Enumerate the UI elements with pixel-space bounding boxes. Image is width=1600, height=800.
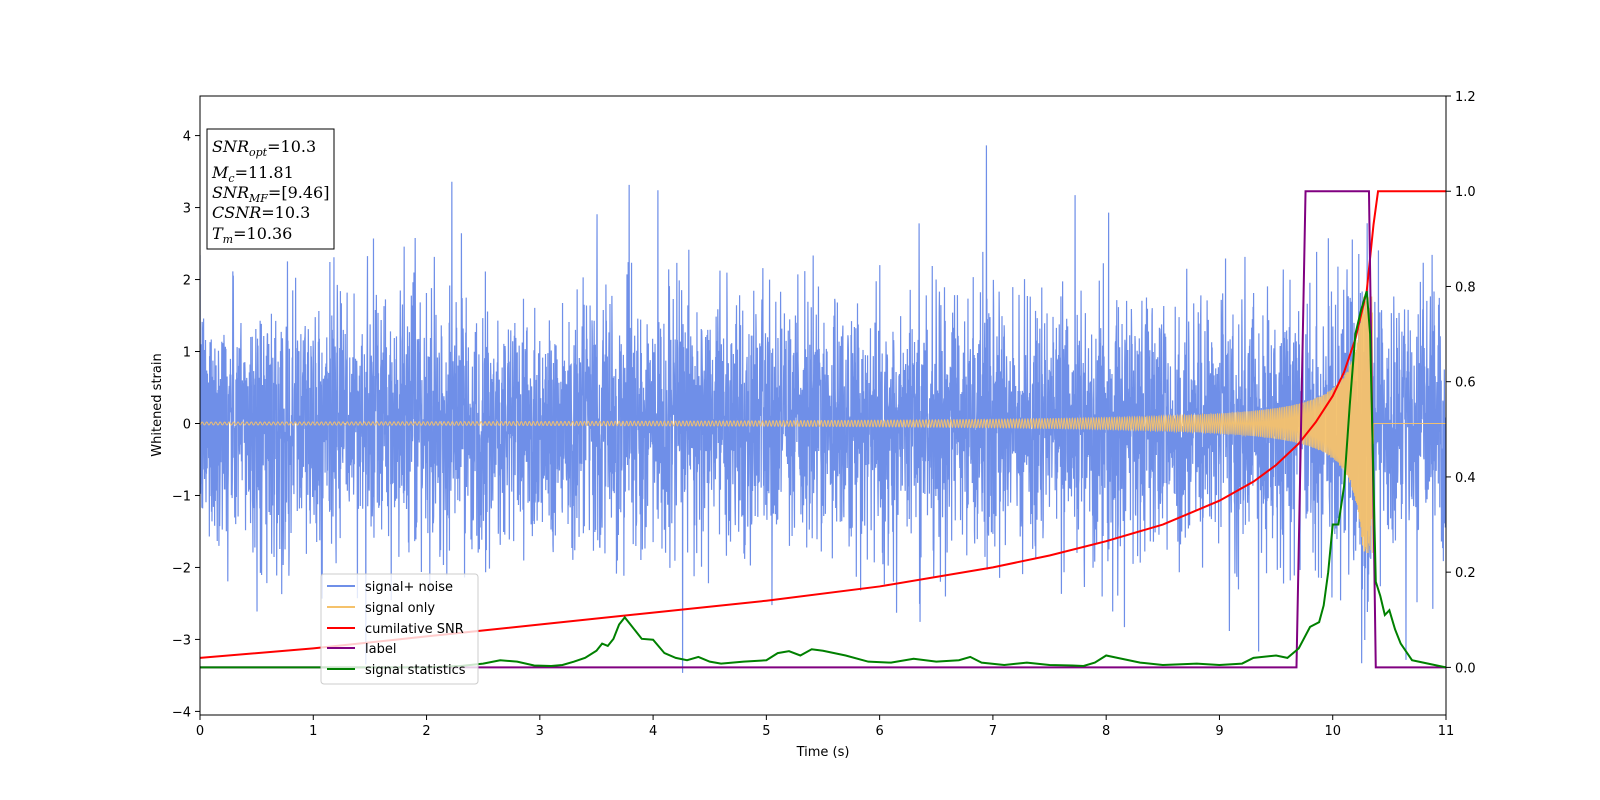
info-tm-value: 10.36 bbox=[247, 224, 293, 243]
info-csnr: CSNR=10.3 bbox=[212, 203, 310, 222]
x-tick-label: 8 bbox=[1102, 724, 1110, 739]
y2-tick-label: 1.2 bbox=[1455, 90, 1476, 105]
y-tick-label: 4 bbox=[183, 130, 191, 145]
info-box-frame bbox=[206, 128, 335, 250]
info-mc-value: 11.81 bbox=[248, 163, 294, 182]
x-axis-label: Time (s) bbox=[796, 745, 850, 760]
series-cumulative-snr bbox=[200, 190, 1446, 659]
y2-tick-label: 0.6 bbox=[1455, 376, 1476, 391]
info-box: SNRopt=10.3 Mc=11.81 SNRMF=[9.46] CSNR=1… bbox=[206, 128, 335, 250]
legend-label-cumulative-snr: cumilative SNR bbox=[365, 622, 464, 637]
info-snr-opt-value: 10.3 bbox=[281, 137, 317, 156]
y-tick-label: −4 bbox=[172, 705, 191, 720]
series-signal-only bbox=[200, 293, 1446, 554]
y-tick-label: −2 bbox=[172, 561, 191, 576]
x-tick-label: 2 bbox=[422, 724, 430, 739]
info-mc: Mc=11.81 bbox=[211, 163, 294, 185]
y-tick-label: 0 bbox=[183, 417, 191, 432]
y-axis-right: 0.0 0.2 0.4 0.6 0.8 1.0 1.2 bbox=[1446, 90, 1476, 676]
x-tick-label: 9 bbox=[1215, 724, 1223, 739]
y-tick-label: 1 bbox=[183, 346, 191, 361]
y2-tick-label: 0.2 bbox=[1455, 566, 1476, 581]
x-tick-label: 10 bbox=[1324, 724, 1341, 739]
legend-frame bbox=[320, 573, 479, 685]
y2-tick-label: 1.0 bbox=[1455, 185, 1476, 200]
x-tick-label: 7 bbox=[989, 724, 997, 739]
legend-label-signal-statistics: signal statistics bbox=[365, 663, 466, 678]
y-tick-label: −3 bbox=[172, 633, 191, 648]
y-tick-label: −1 bbox=[172, 489, 191, 504]
x-tick-label: 1 bbox=[309, 724, 317, 739]
x-tick-label: 5 bbox=[762, 724, 770, 739]
y-axis-left: −4 −3 −2 −1 0 1 2 3 4 bbox=[172, 130, 200, 720]
x-tick-label: 0 bbox=[196, 724, 204, 739]
x-tick-label: 3 bbox=[536, 724, 544, 739]
legend-label-signal-only: signal only bbox=[365, 601, 435, 616]
legend-label-label: label bbox=[365, 642, 396, 657]
y-tick-label: 2 bbox=[183, 274, 191, 289]
info-snr-mf: SNRMF=[9.46] bbox=[212, 183, 329, 205]
y2-tick-label: 0.4 bbox=[1455, 471, 1476, 486]
info-snr-mf-value: [9.46] bbox=[281, 183, 329, 202]
y2-tick-label: 0.8 bbox=[1455, 280, 1476, 295]
legend: signal+ noise signal only cumilative SNR… bbox=[320, 573, 479, 685]
x-tick-label: 6 bbox=[875, 724, 883, 739]
y2-tick-label: 0.0 bbox=[1455, 661, 1476, 676]
y-axis-label: Whitened strain bbox=[150, 353, 165, 456]
y-tick-label: 3 bbox=[183, 202, 191, 217]
x-axis: 0 1 2 3 4 5 6 7 8 9 10 11 bbox=[196, 715, 1454, 739]
series-label bbox=[200, 190, 1446, 669]
x-tick-label: 4 bbox=[649, 724, 657, 739]
info-csnr-value: 10.3 bbox=[275, 203, 311, 222]
series-signal-statistics bbox=[200, 290, 1446, 669]
legend-label-signal-noise: signal+ noise bbox=[365, 580, 453, 595]
info-snr-opt: SNRopt=10.3 bbox=[212, 137, 316, 159]
plot-frame bbox=[199, 95, 1447, 716]
series-signal-noise bbox=[200, 145, 1446, 673]
x-tick-label: 11 bbox=[1438, 724, 1455, 739]
